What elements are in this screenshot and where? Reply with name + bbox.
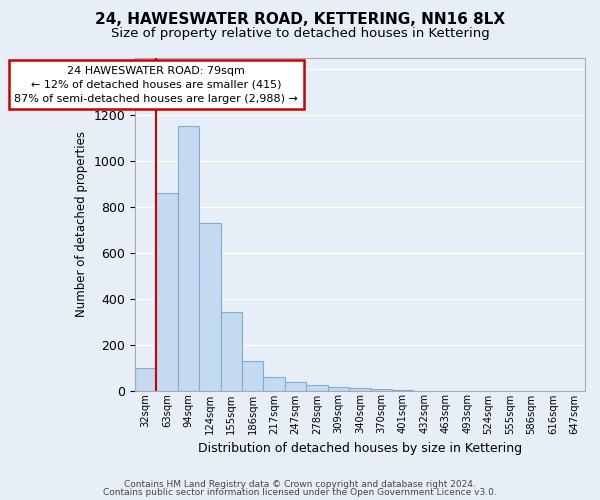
Bar (328, 387, 349, 390)
Bar (242, 360, 263, 390)
Bar (156, 193, 178, 390)
X-axis label: Distribution of detached houses by size in Kettering: Distribution of detached houses by size … (198, 442, 522, 455)
Text: 24, HAWESWATER ROAD, KETTERING, NN16 8LX: 24, HAWESWATER ROAD, KETTERING, NN16 8LX (95, 12, 505, 28)
Y-axis label: Number of detached properties: Number of detached properties (74, 131, 88, 317)
Text: Size of property relative to detached houses in Kettering: Size of property relative to detached ho… (110, 28, 490, 40)
Bar (307, 385, 328, 390)
Bar (135, 368, 156, 390)
Bar (263, 376, 285, 390)
Text: 24 HAWESWATER ROAD: 79sqm
← 12% of detached houses are smaller (415)
87% of semi: 24 HAWESWATER ROAD: 79sqm ← 12% of detac… (14, 66, 298, 104)
Bar (221, 312, 242, 390)
Bar (199, 223, 221, 390)
Text: Contains HM Land Registry data © Crown copyright and database right 2024.: Contains HM Land Registry data © Crown c… (124, 480, 476, 489)
Text: Contains public sector information licensed under the Open Government Licence v3: Contains public sector information licen… (103, 488, 497, 497)
Bar (285, 382, 307, 390)
Bar (178, 126, 199, 390)
Bar (349, 388, 371, 390)
